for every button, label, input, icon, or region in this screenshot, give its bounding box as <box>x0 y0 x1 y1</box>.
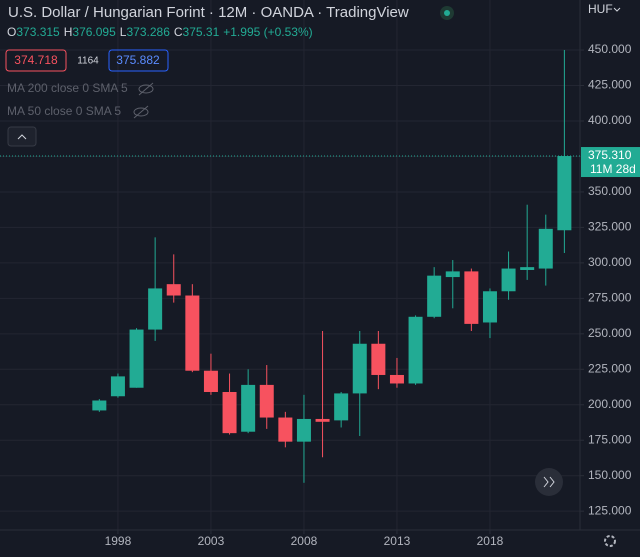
chart-title: U.S. Dollar / Hungarian Forint · 12M · O… <box>8 4 409 21</box>
scroll-button[interactable] <box>535 468 563 496</box>
candle-body <box>334 393 349 421</box>
candle-body <box>464 271 479 324</box>
hide-icon[interactable] <box>133 105 149 119</box>
last-price-box <box>581 147 640 178</box>
y-tick-label: 400.000 <box>588 113 632 127</box>
hide-icon[interactable] <box>138 82 154 96</box>
ohlc-change: +1.995 (+0.53%) <box>223 25 312 39</box>
x-tick-label: 2008 <box>291 534 318 548</box>
candle-body <box>315 418 330 422</box>
candle-body <box>166 284 181 296</box>
candle-body <box>427 275 442 317</box>
ohlc-key: C <box>174 25 183 39</box>
dropdown-icon <box>613 7 621 12</box>
candles <box>92 50 572 483</box>
y-tick-label: 350.000 <box>588 184 632 198</box>
sell-price: 374.718 <box>14 53 58 67</box>
x-tick-label: 2013 <box>384 534 411 548</box>
y-tick-label: 275.000 <box>588 291 632 305</box>
collapse-button[interactable] <box>7 126 37 147</box>
candle-body <box>501 268 516 292</box>
y-tick-label: 225.000 <box>588 361 632 375</box>
ohlc-key: H <box>64 25 73 39</box>
y-tick-label: 175.000 <box>588 432 632 446</box>
indicator-label: MA 50 close 0 SMA 5 <box>7 104 121 118</box>
settings-icon[interactable] <box>604 535 616 547</box>
y-tick-label: 125.000 <box>588 503 632 517</box>
overlay: U.S. Dollar / Hungarian Forint · 12M · O… <box>5 2 621 547</box>
buy-button[interactable] <box>108 49 169 72</box>
candle-body <box>278 417 293 442</box>
candle-body <box>148 288 163 330</box>
indicator-label: MA 200 close 0 SMA 5 <box>7 81 128 95</box>
ohlc-value: 375.31 <box>183 25 220 39</box>
y-tick-label: 250.000 <box>588 326 632 340</box>
buy-price: 375.882 <box>116 53 160 67</box>
spread: 1164 <box>77 56 99 67</box>
candle-body <box>408 316 423 384</box>
candle-body <box>296 418 311 442</box>
y-tick-label: 325.000 <box>588 220 632 234</box>
y-tick-label: 300.000 <box>588 255 632 269</box>
candle-body <box>389 374 404 384</box>
candle-body <box>557 156 572 231</box>
y-tick-label: 150.000 <box>588 468 632 482</box>
ohlc-value: 373.315 <box>16 25 60 39</box>
candle-body <box>185 295 200 371</box>
ohlc-legend: O373.315 H376.095 L373.286 C375.31 +1.995 (+… <box>7 25 313 39</box>
ohlc-value: 373.286 <box>126 25 170 39</box>
candle-body <box>129 329 144 388</box>
candle-body <box>482 291 497 323</box>
candle-body <box>241 384 256 432</box>
last-price-label: 375.310 <box>588 148 632 162</box>
candle-body <box>520 267 535 270</box>
candle-body <box>445 271 460 278</box>
candle-body <box>92 400 107 411</box>
candle-body <box>259 384 274 418</box>
y-tick-label: 200.000 <box>588 397 632 411</box>
chevron-icon <box>543 476 549 488</box>
status-dot <box>444 10 450 16</box>
x-tick-label: 1998 <box>105 534 132 548</box>
ohlc-key: O <box>7 25 16 39</box>
candle-body <box>222 391 237 434</box>
candle-body <box>538 228 553 269</box>
x-tick-label: 2018 <box>477 534 504 548</box>
candle-body <box>110 376 125 397</box>
y-tick-label: 450.000 <box>588 42 632 56</box>
chevron-icon <box>549 476 555 488</box>
currency-label[interactable]: HUF <box>588 2 613 16</box>
countdown-label: 11M 28d <box>590 162 636 176</box>
x-tick-label: 2003 <box>198 534 225 548</box>
y-tick-label: 425.000 <box>588 78 632 92</box>
chevron-icon <box>17 134 27 140</box>
ohlc-value: 376.095 <box>72 25 116 39</box>
candle-body <box>203 370 218 392</box>
ohlc-key: L <box>120 25 127 39</box>
candle-body <box>371 343 386 375</box>
sell-button[interactable] <box>5 49 67 72</box>
candle-body <box>352 343 367 394</box>
